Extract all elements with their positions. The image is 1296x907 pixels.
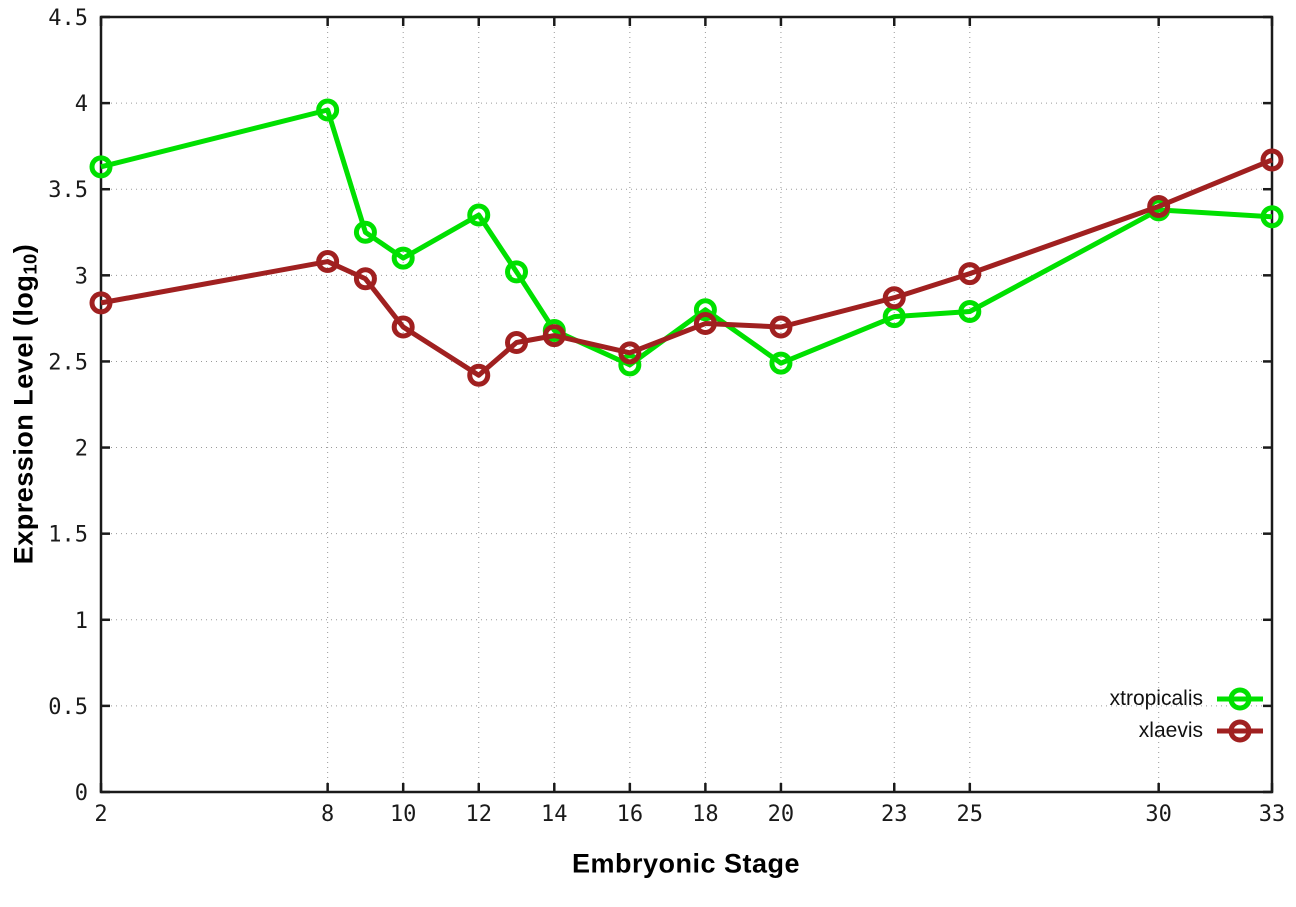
data-point-xtropicalis-stage-33: [1260, 205, 1284, 229]
legend-label-xtropicalis: xtropicalis: [1109, 686, 1203, 710]
svg-text:10: 10: [390, 802, 417, 827]
data-point-xlaevis-stage-14: [542, 324, 566, 348]
data-point-xlaevis-stage-8: [316, 250, 340, 274]
svg-text:0: 0: [75, 781, 88, 806]
data-point-xlaevis-stage-33: [1260, 148, 1284, 172]
data-point-xlaevis-stage-18: [693, 312, 717, 336]
data-point-xtropicalis-stage-20: [769, 351, 793, 375]
legend: xtropicalis xlaevis: [1110, 683, 1265, 746]
data-point-xlaevis-stage-20: [769, 315, 793, 339]
svg-text:8: 8: [321, 802, 334, 827]
data-point-xtropicalis-stage-8: [316, 98, 340, 122]
data-point-xlaevis-stage-2: [89, 291, 113, 315]
data-point-xtropicalis-stage-10: [391, 246, 415, 270]
svg-text:25: 25: [957, 802, 984, 827]
data-point-xlaevis-stage-30: [1147, 194, 1171, 218]
data-point-xlaevis-stage-10: [391, 315, 415, 339]
y-axis-title-suffix: ): [8, 243, 39, 254]
svg-text:18: 18: [692, 802, 719, 827]
data-point-xlaevis-stage-16: [618, 341, 642, 365]
data-point-xlaevis-stage-23: [882, 286, 906, 310]
x-axis-title: Embryonic Stage: [571, 848, 801, 879]
data-point-xlaevis-stage-13: [505, 331, 529, 354]
legend-marker-icon-xtropicalis: [1217, 687, 1263, 710]
data-point-xtropicalis-stage-16: [618, 353, 642, 377]
data-point-xtropicalis-stage-18: [693, 298, 717, 322]
series-line-xtropicalis: [100, 107, 1273, 368]
svg-text:3.5: 3.5: [48, 178, 88, 203]
svg-text:14: 14: [541, 802, 568, 827]
svg-text:2: 2: [94, 802, 107, 827]
svg-text:16: 16: [617, 802, 644, 827]
y-tick-labels: 0 0.5 1 1.5 2 2.5 3 3.5 4 4.5: [48, 6, 88, 806]
data-point-xtropicalis-stage-2: [89, 155, 113, 179]
legend-item-xtropicalis: xtropicalis: [1110, 683, 1265, 714]
svg-text:20: 20: [768, 802, 795, 827]
legend-item-xlaevis: xlaevis: [1139, 715, 1265, 746]
legend-marker-icon-xlaevis: [1217, 719, 1263, 742]
svg-text:2.5: 2.5: [48, 350, 88, 375]
y-axis-title-subscript: 10: [19, 253, 41, 275]
svg-text:12: 12: [465, 802, 492, 827]
data-point-xtropicalis-stage-9: [353, 220, 377, 244]
y-axis-title: Expression Level (log10): [8, 243, 41, 565]
data-point-xlaevis-stage-25: [958, 262, 982, 286]
x-tick-labels: 2 8 10 12 14 16 18 20 23 25 30 33: [94, 802, 1285, 827]
svg-text:30: 30: [1145, 802, 1172, 827]
axis-ticks: [99, 15, 1274, 794]
data-point-xlaevis-stage-9: [353, 267, 377, 291]
svg-text:4: 4: [75, 92, 88, 117]
legend-label-xlaevis: xlaevis: [1138, 718, 1203, 742]
data-point-xtropicalis-stage-13: [505, 260, 529, 284]
data-point-xtropicalis-stage-12: [467, 203, 491, 227]
plot-border: [99, 15, 1274, 794]
svg-text:1: 1: [75, 609, 88, 634]
data-point-xtropicalis-stage-25: [958, 300, 982, 323]
svg-text:3: 3: [75, 264, 88, 289]
svg-text:2: 2: [75, 437, 88, 462]
svg-text:0.5: 0.5: [48, 695, 88, 720]
gridlines: [101, 17, 1272, 792]
svg-text:33: 33: [1259, 802, 1286, 827]
svg-text:23: 23: [881, 802, 908, 827]
y-axis-title-text: Expression Level (log: [8, 274, 39, 565]
svg-text:4.5: 4.5: [48, 6, 88, 31]
data-point-xlaevis-stage-12: [467, 363, 491, 387]
svg-text:1.5: 1.5: [48, 523, 88, 548]
series-line-xlaevis: [100, 157, 1273, 378]
series-xlaevis: [89, 148, 1284, 387]
